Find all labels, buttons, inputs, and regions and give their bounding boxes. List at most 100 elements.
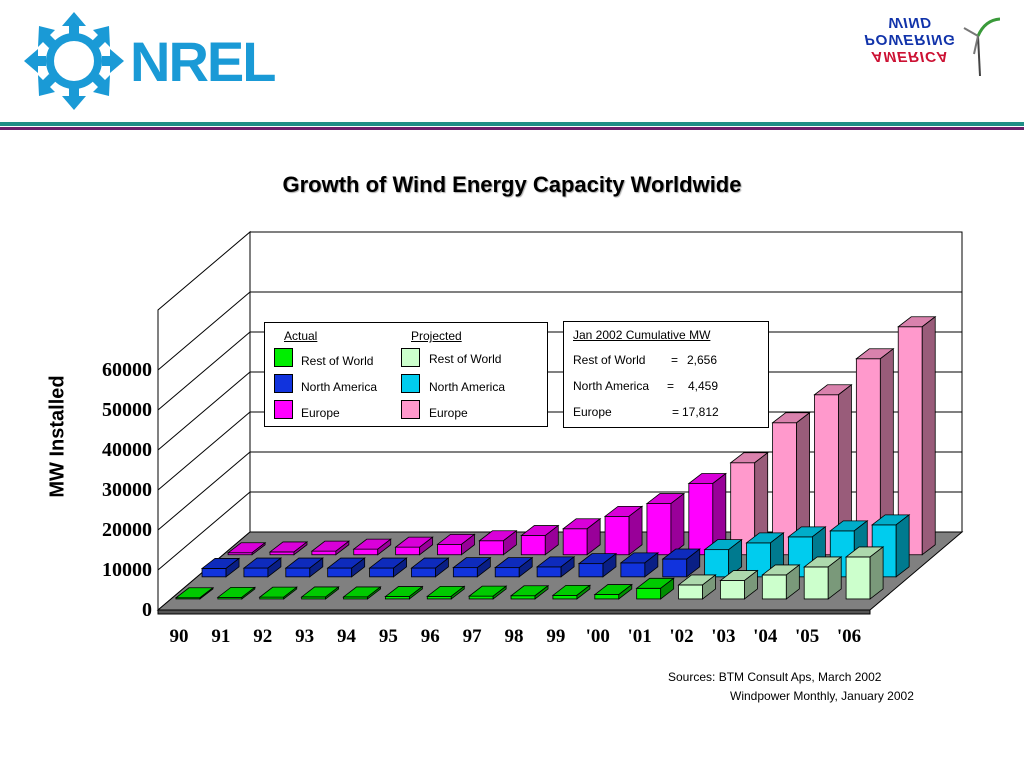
gridline-side <box>157 291 251 371</box>
sources-note: Sources: BTM Consult Aps, March 2002 Win… <box>668 668 914 706</box>
bar-side <box>785 564 800 600</box>
bar-front <box>562 528 588 556</box>
bar <box>326 557 366 578</box>
bar-side <box>644 552 659 578</box>
bar-side <box>503 529 517 556</box>
bar <box>603 505 644 556</box>
bar-front <box>327 567 353 578</box>
legend-swatch-na-actual <box>274 374 293 393</box>
y-tick-label: 40000 <box>102 439 152 461</box>
bar-side <box>309 557 324 578</box>
bar <box>719 569 759 600</box>
y-tick-label: 60000 <box>102 359 152 381</box>
bar-side <box>869 546 884 600</box>
bar-side <box>435 557 449 578</box>
legend-swatch-europe-projected <box>401 400 420 419</box>
bar-side <box>241 586 256 600</box>
bar <box>426 585 466 600</box>
bar-front <box>678 584 703 600</box>
bar <box>551 584 592 600</box>
y-tick-label: 20000 <box>102 519 152 541</box>
bar <box>635 577 675 600</box>
bar-front <box>552 594 578 600</box>
bar-side <box>702 574 716 600</box>
bar-side <box>560 556 575 578</box>
x-tick-label: 93 <box>295 626 314 647</box>
chart-title: Growth of Wind Energy Capacity Worldwide <box>282 172 742 197</box>
bar-front <box>494 567 520 578</box>
bar <box>687 472 727 556</box>
bar-side <box>199 586 214 600</box>
bar-side <box>476 556 491 578</box>
cumulative-annotation-box: Jan 2002 Cumulative MW Rest of World = 2… <box>563 321 769 428</box>
bar-side <box>686 548 701 578</box>
bar-front <box>437 543 462 556</box>
bar-front <box>662 558 688 578</box>
x-tick-label: 96 <box>421 626 440 647</box>
annotation-row-sep: = <box>667 379 675 393</box>
bar-side <box>744 569 758 600</box>
x-tick-label: 97 <box>463 626 483 647</box>
bar <box>410 557 450 578</box>
legend-label-europe-actual: Europe <box>301 406 340 420</box>
bar-side <box>419 536 434 556</box>
legend-label-na-actual: North America <box>301 380 378 394</box>
bar-front <box>761 574 787 600</box>
bar-side <box>602 552 617 578</box>
gridline-side <box>157 411 251 491</box>
x-tick-label: 92 <box>253 626 272 647</box>
y-tick-label: 0 <box>142 599 152 621</box>
bar-side <box>393 557 407 578</box>
bar-front <box>369 567 394 578</box>
x-tick-label: '06 <box>837 626 861 647</box>
x-tick-label: 95 <box>379 626 398 647</box>
header-divider-teal <box>0 122 1024 126</box>
annotation-title: Jan 2002 Cumulative MW <box>573 328 711 342</box>
bar-front <box>468 595 494 600</box>
bar-side <box>895 514 910 578</box>
nrel-logo: NREL <box>22 10 276 112</box>
bar-side <box>251 541 266 556</box>
legend-label-row-actual: Rest of World <box>301 354 374 368</box>
bar <box>368 557 408 578</box>
x-tick-label: 98 <box>505 626 524 647</box>
bar-side <box>225 557 240 578</box>
annotation-row-label: Europe <box>573 405 612 419</box>
bar-side <box>283 586 298 600</box>
bar-side <box>827 556 842 600</box>
bar-front <box>269 551 295 556</box>
bar <box>258 586 298 600</box>
x-tick-label: '05 <box>795 626 819 647</box>
chart-floor-edge <box>157 609 871 615</box>
legend-swatch-na-projected <box>401 374 420 393</box>
legend-label-na-projected: North America <box>429 380 506 394</box>
x-tick-label: 91 <box>211 626 230 647</box>
bar <box>509 584 550 600</box>
bar-front <box>704 549 730 578</box>
bar-front <box>636 587 662 600</box>
bar <box>384 585 424 600</box>
bar-side <box>660 577 675 600</box>
bar-front <box>536 566 562 578</box>
bar-front <box>620 562 646 578</box>
bar-side <box>586 517 601 556</box>
bar-side <box>325 586 340 600</box>
bar-side <box>377 538 392 556</box>
bar <box>226 541 267 556</box>
nrel-logo-text: NREL <box>130 30 276 93</box>
bar <box>478 529 518 556</box>
bar-front <box>520 535 546 556</box>
bar-side <box>367 586 381 600</box>
bar <box>855 347 895 556</box>
nrel-logo-mark <box>24 12 124 110</box>
bar-front <box>845 556 871 600</box>
bar-side <box>728 538 743 578</box>
bar-front <box>604 515 630 556</box>
bar <box>803 556 843 600</box>
x-tick-label: 99 <box>546 626 565 647</box>
gridline-side <box>157 331 251 411</box>
bar-front <box>688 483 714 556</box>
annotation-row-value: 2,656 <box>687 353 718 367</box>
x-tick-label: 94 <box>337 626 357 647</box>
